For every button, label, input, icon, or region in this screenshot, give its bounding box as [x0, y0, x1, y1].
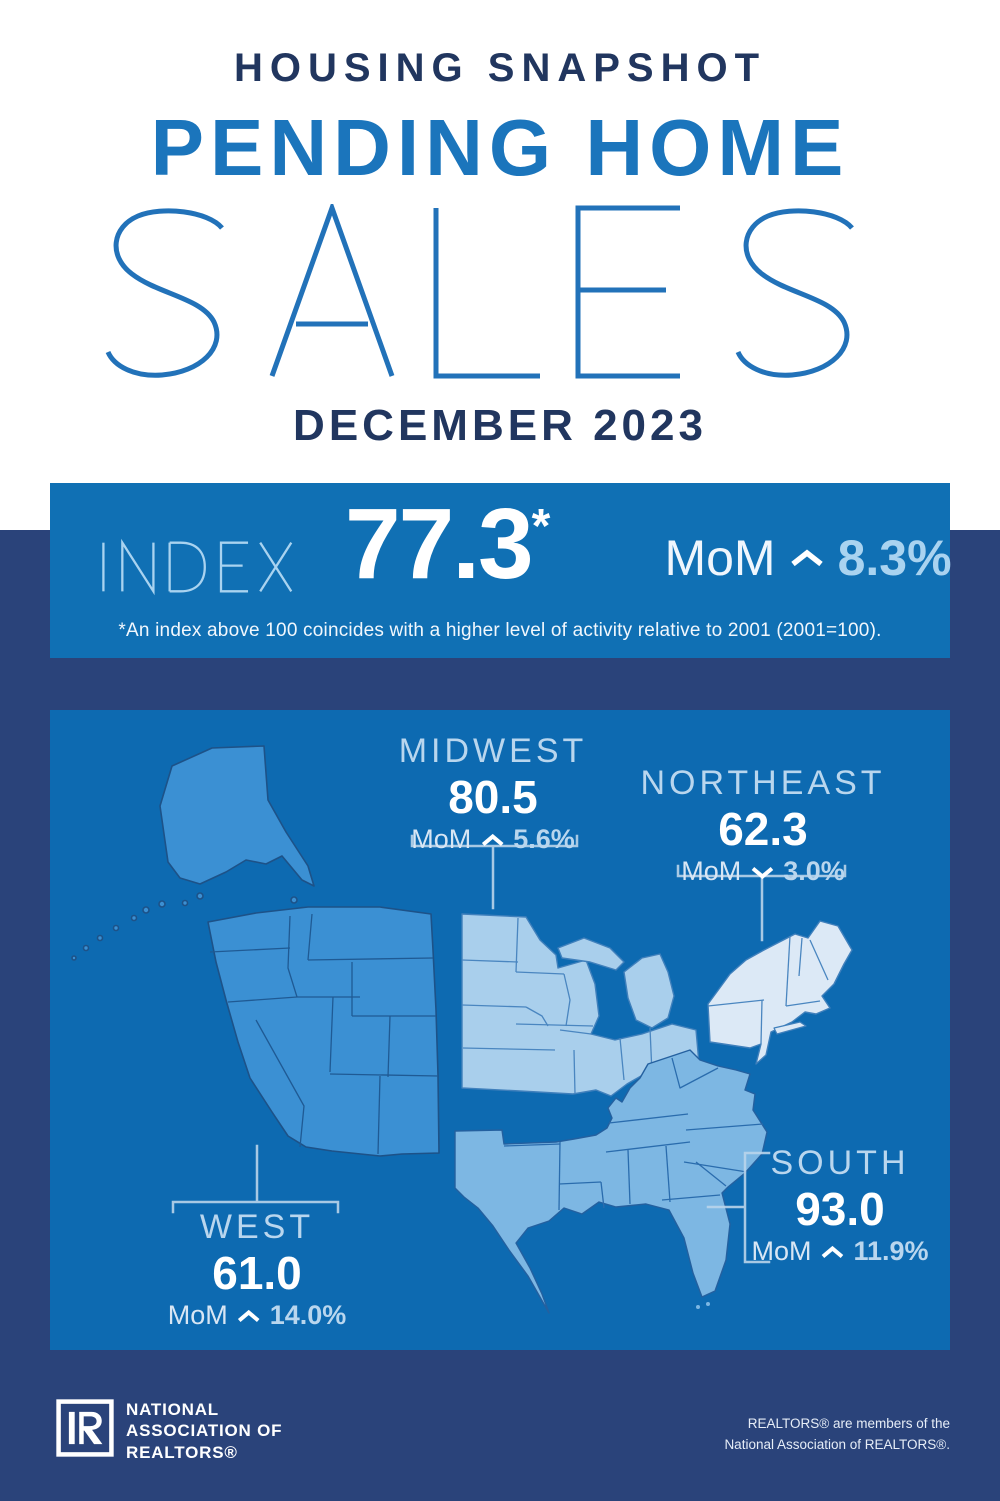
region-mom-row: MoM 5.6% — [399, 824, 588, 855]
mom-label: MoM — [751, 1236, 812, 1267]
callout-brackets — [171, 834, 847, 1264]
report-date: DECEMBER 2023 — [293, 401, 707, 450]
regional-map-panel: MIDWEST 80.5 MoM 5.6% NORTHEAST 62.3 MoM… — [50, 710, 950, 1350]
mom-label: MoM — [664, 530, 776, 586]
region-stat-northeast: NORTHEAST 62.3 MoM 3.0% — [640, 764, 886, 887]
index-asterisk: * — [531, 500, 551, 553]
mom-label: MoM — [167, 1300, 228, 1331]
alaska-shape — [71, 745, 315, 961]
index-label-wordmark — [102, 538, 293, 596]
up-arrow-icon — [237, 1309, 260, 1322]
org-name: NATIONAL ASSOCIATION OF REALTORS® — [126, 1399, 282, 1463]
west-region-shape — [207, 906, 440, 1157]
mom-value: 3.0% — [783, 856, 845, 887]
national-mom-row: MoM 8.3% — [648, 529, 968, 587]
up-arrow-icon — [821, 1245, 844, 1258]
up-arrow-icon — [481, 833, 504, 846]
region-mom-row: MoM 11.9% — [751, 1236, 928, 1267]
region-name: SOUTH — [770, 1144, 910, 1182]
region-name: WEST — [199, 1208, 315, 1246]
region-index-value: 62.3 — [718, 802, 808, 855]
index-number: 77.3 — [345, 488, 534, 600]
mom-label: MoM — [411, 824, 472, 855]
up-arrow-icon — [790, 549, 823, 567]
midwest-bracket — [410, 834, 579, 910]
disclaimer-line2: National Association of REALTORS®. — [724, 1436, 950, 1452]
nar-logo — [56, 1399, 114, 1457]
region-stat-midwest: MIDWEST 80.5 MoM 5.6% — [398, 732, 588, 855]
index-panel: 77.3* MoM 8.3% *An index above 100 coinc… — [50, 483, 952, 658]
region-mom-row: MoM 14.0% — [168, 1300, 347, 1331]
national-index-value: 77.3* — [345, 488, 551, 600]
region-index-value: 61.0 — [212, 1246, 302, 1299]
down-arrow-icon — [751, 866, 774, 879]
mom-value: 11.9% — [853, 1236, 929, 1267]
us-regions-map — [71, 745, 853, 1314]
region-mom-row: MoM 3.0% — [640, 856, 885, 887]
org-line2: ASSOCIATION OF — [126, 1421, 283, 1441]
mom-value: 8.3% — [837, 530, 952, 586]
org-line1: NATIONAL — [126, 1400, 219, 1419]
region-name: NORTHEAST — [640, 764, 886, 802]
disclaimer-line1: REALTORS® are members of the — [747, 1416, 950, 1431]
mom-value: 5.6% — [513, 824, 575, 855]
west-bracket — [171, 1144, 340, 1214]
footer-disclaimer: REALTORS® are members of the National As… — [724, 1414, 950, 1456]
south-bracket — [706, 1151, 771, 1264]
northeast-region-shape — [707, 920, 853, 1065]
region-name: MIDWEST — [398, 732, 588, 770]
mom-label: MoM — [681, 856, 742, 887]
page-title-line1: PENDING HOME — [150, 103, 850, 192]
midwest-region-shape — [461, 913, 700, 1097]
page-title-line2-sales-wordmark — [105, 204, 854, 379]
mom-value: 14.0% — [269, 1300, 347, 1331]
region-index-value: 80.5 — [448, 770, 538, 823]
region-stat-west: WEST 61.0 MoM 14.0% — [168, 1208, 347, 1331]
south-region-shape — [454, 1049, 768, 1314]
region-index-value: 93.0 — [795, 1182, 885, 1235]
kicker-title: HOUSING SNAPSHOT — [233, 46, 767, 90]
region-stat-south: SOUTH 93.0 MoM 11.9% — [751, 1144, 928, 1267]
index-footnote: *An index above 100 coincides with a hig… — [118, 620, 882, 641]
org-line3: REALTORS® — [126, 1442, 238, 1462]
